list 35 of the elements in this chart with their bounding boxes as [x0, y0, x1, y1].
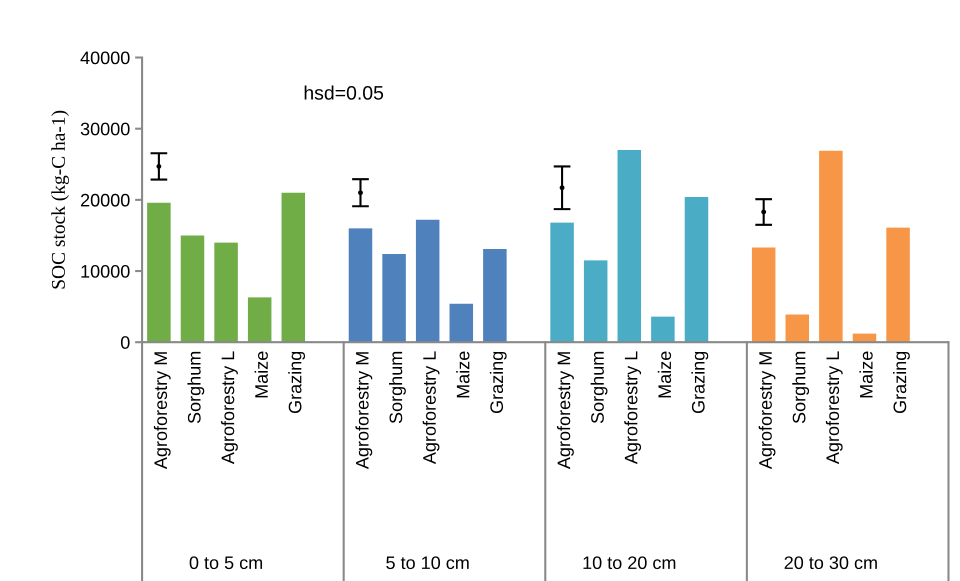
x-tick-label: Agroforestry L: [826, 351, 843, 464]
y-axis-title: SOC stock (kg-C ha-1): [51, 110, 69, 288]
x-tick-label: Grazing: [691, 352, 708, 414]
text: 0 to 5 cm: [190, 556, 262, 570]
y-tick-label: 10000: [81, 264, 130, 278]
y-tick-label: 20000: [80, 194, 130, 207]
x-tick-label: Agroforestry M: [154, 352, 171, 470]
y-tick-label: 0: [120, 336, 130, 349]
x-tick-label: Grazing: [893, 352, 910, 414]
x-tick-label: Agroforestry L: [221, 351, 238, 464]
text: 20 to 30 cm: [784, 556, 877, 570]
x-tick-label: Agroforestry M: [758, 352, 776, 470]
x-tick-label: Maize: [254, 352, 268, 398]
y-tick-label: 30000: [80, 122, 130, 136]
x-tick-label: Maize: [658, 352, 672, 398]
x-tick-label: Sorghum: [792, 352, 810, 424]
x-tick-label: Sorghum: [389, 352, 406, 424]
x-tick-label: Grazing: [288, 352, 306, 414]
point: [560, 185, 565, 190]
y-tick-label: 40000: [80, 51, 130, 64]
point: [156, 164, 162, 169]
point: [358, 190, 363, 196]
x-tick-label: Agroforestry L: [624, 351, 642, 464]
x-tick-label: Maize: [859, 352, 873, 398]
x-tick-label: Agroforestry L: [422, 351, 440, 464]
x-tick-label: Agroforestry M: [557, 352, 574, 470]
x-tick-label: Agroforestry M: [355, 352, 372, 470]
x-tick-label: Sorghum: [187, 352, 204, 424]
x-tick-label: Grazing: [490, 352, 507, 414]
text: 5 to 10 cm: [386, 556, 469, 570]
x-tick-label: Sorghum: [590, 352, 608, 424]
annotation: hsd=0.05: [304, 85, 384, 100]
x-tick-label: Maize: [456, 352, 470, 398]
text: 10 to 20 cm: [583, 556, 676, 570]
point: [761, 210, 766, 214]
